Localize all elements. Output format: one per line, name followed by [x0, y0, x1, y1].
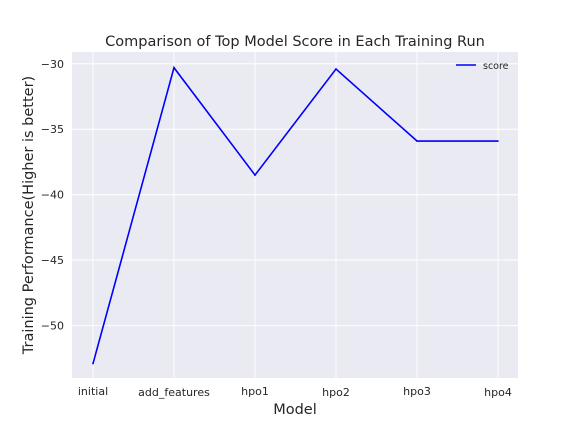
- chart-title: Comparison of Top Model Score in Each Tr…: [105, 34, 485, 50]
- data-point-hpo1: [254, 174, 256, 176]
- data-point-hpo4: [497, 140, 499, 142]
- series-lines: [92, 65, 499, 365]
- grid-lines: [72, 52, 518, 378]
- tick-labels: initial add_features hpo1 hpo2 hpo3 hpo4 −30 −3…: [41, 58, 512, 399]
- legend: score: [456, 61, 509, 72]
- y-tick-label: −45: [41, 254, 64, 267]
- y-tick-label: −35: [41, 123, 64, 136]
- y-tick-label: −50: [41, 320, 64, 333]
- x-tick-label-hpo4: hpo4: [484, 386, 512, 399]
- data-point-initial: [92, 362, 94, 365]
- data-point-hpo3: [416, 140, 418, 142]
- x-tick-label-add_features: add_features: [138, 386, 210, 399]
- y-tick-label: −40: [41, 189, 64, 202]
- x-tick-label-initial: initial: [78, 385, 108, 398]
- plot-area: [72, 52, 518, 378]
- series-line-score: [92, 65, 498, 364]
- x-tick-label-hpo2: hpo2: [322, 386, 350, 399]
- x-axis-label: Model: [273, 402, 317, 418]
- data-point-add_features: [173, 66, 175, 69]
- y-tick-label: −30: [41, 58, 64, 71]
- data-point-hpo2: [335, 68, 337, 70]
- x-tick-label-hpo3: hpo3: [403, 385, 431, 398]
- x-tick-label-hpo1: hpo1: [241, 385, 269, 398]
- legend-label-score: score: [483, 61, 509, 72]
- y-axis-label: Training Performance(Higher is better): [21, 76, 37, 355]
